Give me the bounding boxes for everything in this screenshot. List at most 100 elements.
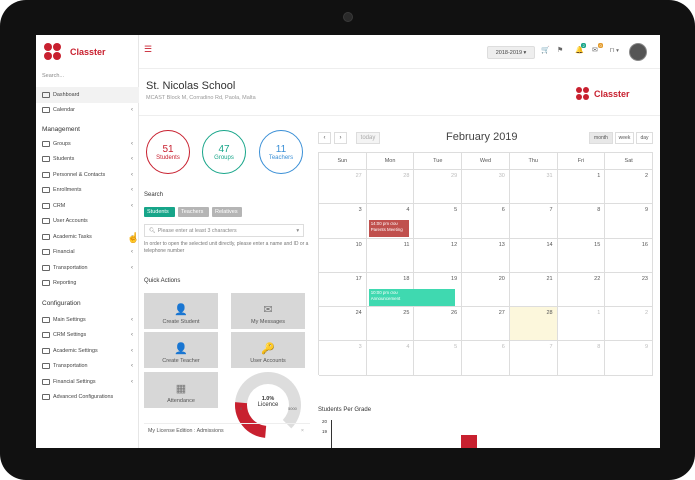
calendar-day[interactable]: 11 <box>366 238 415 273</box>
calendar-day[interactable]: 24 <box>319 307 367 342</box>
calendar-day[interactable]: 2 <box>605 307 653 342</box>
calendar-day[interactable]: 28 <box>509 307 558 342</box>
calendar-day[interactable]: 25 <box>366 307 415 342</box>
calendar-day[interactable]: 15 <box>557 238 606 273</box>
quick-action-user-accounts[interactable]: 🔑 User Accounts <box>231 332 305 368</box>
calendar-today-button[interactable]: today <box>356 132 380 144</box>
calendar-day[interactable]: 5 <box>414 204 463 239</box>
day-number: 4 <box>406 207 410 214</box>
search-tab-teachers[interactable]: Teachers <box>178 207 209 217</box>
sidebar-logo[interactable]: Classter <box>44 43 106 61</box>
sidebar-item-dashboard[interactable]: Dashboard <box>36 87 139 103</box>
sidebar-item-transportation[interactable]: Transportation ‹ <box>36 260 139 276</box>
calendar-day[interactable]: 13 <box>462 238 510 273</box>
sidebar-item-crm-settings[interactable]: CRM Settings ‹ <box>36 328 139 344</box>
calendar-day[interactable]: 10 <box>319 238 367 273</box>
sidebar-item-calendar[interactable]: Calendar ‹ <box>36 103 139 119</box>
calendar-day[interactable]: 4 <box>366 341 415 376</box>
calendar-day[interactable]: 19 <box>414 272 463 308</box>
sidebar-item-students[interactable]: Students ‹ <box>36 152 139 168</box>
sidebar-item-groups[interactable]: Groups ‹ <box>36 136 139 152</box>
cart-icon[interactable]: 🛒 <box>541 47 550 54</box>
calendar-prev-button[interactable]: ‹ <box>318 132 331 144</box>
year-select[interactable]: 2018-2019 ▾ <box>487 46 535 59</box>
calendar-view-day[interactable]: day <box>636 132 653 144</box>
calendar-day[interactable]: 3 <box>319 341 367 376</box>
calendar-view-month[interactable]: month <box>589 132 613 144</box>
sidebar-item-enrollments[interactable]: Enrollments ‹ <box>36 183 139 199</box>
flag-icon[interactable]: ⚑ <box>557 47 564 54</box>
mail-icon[interactable]: ✉ <box>592 47 598 54</box>
sidebar-item-personnel-contacts[interactable]: Personnel & Contacts ‹ <box>36 167 139 183</box>
language-select[interactable]: ΓΙ ▾ <box>610 48 619 54</box>
calendar-day[interactable]: 30 <box>462 170 510 205</box>
sidebar-item-crm[interactable]: CRM ‹ <box>36 198 139 214</box>
calendar-day[interactable]: 26 <box>414 307 463 342</box>
menu-toggle-icon[interactable]: ☰ <box>144 44 153 54</box>
calendar-day[interactable]: 29 <box>414 170 463 205</box>
calendar-day[interactable]: 31 <box>509 170 558 205</box>
calendar-day[interactable]: 1 <box>557 307 606 342</box>
calendar-day[interactable]: 5 <box>414 341 463 376</box>
calendar-day[interactable]: 12 <box>414 238 463 273</box>
calendar-day[interactable]: 2 <box>605 170 653 205</box>
sidebar-item-main-settings[interactable]: Main Settings ‹ <box>36 312 139 328</box>
calendar-weekday-header: Sun Mon Tue Wed Thu Fri Sat <box>319 153 654 170</box>
hand-cursor-icon: ☝ <box>127 233 140 244</box>
user-avatar[interactable] <box>629 43 647 61</box>
quick-action-create-student[interactable]: 👤 Create Student <box>144 293 218 329</box>
calendar-day[interactable]: 22 <box>557 272 606 308</box>
calendar-event[interactable]: 10:00 pm σου Announcement <box>368 288 455 306</box>
calendar-next-button[interactable]: › <box>334 132 347 144</box>
calendar-day[interactable]: 17 <box>319 272 367 308</box>
day-number: 9 <box>644 344 648 351</box>
calendar-day[interactable]: 8 <box>557 204 606 239</box>
calendar-day[interactable]: 27 <box>319 170 367 205</box>
sidebar-item-academic-tasks[interactable]: Academic Tasks ‹ <box>36 229 139 245</box>
calendar-day[interactable]: 21 <box>509 272 558 308</box>
sidebar-item-reporting[interactable]: Reporting <box>36 276 139 292</box>
sidebar-item-advanced-configurations[interactable]: Advanced Configurations <box>36 390 139 406</box>
calendar-day[interactable]: 14 <box>509 238 558 273</box>
calendar-day[interactable]: 7 <box>509 341 558 376</box>
sidebar-item-user-accounts[interactable]: User Accounts <box>36 214 139 230</box>
sidebar-search[interactable]: Search... <box>42 73 65 79</box>
school-name: St. Nicolas School <box>146 80 236 92</box>
calendar-day[interactable]: 27 <box>462 307 510 342</box>
sidebar-item-financial[interactable]: Financial ‹ <box>36 245 139 261</box>
grade-chart-tick: 19 <box>322 429 328 434</box>
sidebar-item-financial-settings[interactable]: Financial Settings ‹ <box>36 374 139 390</box>
calendar-day[interactable]: 6 <box>462 341 510 376</box>
calendar-day[interactable]: 20 <box>462 272 510 308</box>
calendar-day[interactable]: 28 <box>366 170 415 205</box>
calendar-day[interactable]: 9 <box>605 341 653 376</box>
calendar-day[interactable]: 4 14:00 pm σου Parents Meeting <box>366 204 415 239</box>
quick-action-create-teacher[interactable]: 👤 Create Teacher <box>144 332 218 368</box>
calendar-day[interactable]: 3 <box>319 204 367 239</box>
sidebar-item-academic-settings[interactable]: Academic Settings ‹ <box>36 343 139 359</box>
search-combobox[interactable]: 🔍︎ Please enter at least 3 characters ▾ <box>144 224 304 237</box>
calendar-day[interactable]: 1 <box>557 170 606 205</box>
bell-icon[interactable]: 🔔 <box>575 47 584 54</box>
calendar-day[interactable]: 16 <box>605 238 653 273</box>
weekday-thu: Thu <box>509 153 558 170</box>
calendar-day[interactable]: 18 10:00 pm σου Announcement <box>366 272 455 308</box>
stat-groups[interactable]: 47 Groups <box>202 130 246 174</box>
calendar-day[interactable]: 7 <box>509 204 558 239</box>
day-number: 7 <box>549 344 553 351</box>
calendar-view-week[interactable]: week <box>615 132 634 144</box>
quick-action-my-messages[interactable]: ✉ My Messages <box>231 293 305 329</box>
quick-action-attendance[interactable]: ▦ Attendance <box>144 372 218 408</box>
calendar-day[interactable]: 9 <box>605 204 653 239</box>
sidebar-item-label: Personnel & Contacts <box>53 171 106 178</box>
calendar-day[interactable]: 8 <box>557 341 606 376</box>
search-tab-relatives[interactable]: Relatives <box>212 207 242 217</box>
calendar-event[interactable]: 14:00 pm σου Parents Meeting <box>368 220 409 238</box>
stat-students[interactable]: 51 Students <box>146 130 190 174</box>
search-tab-students[interactable]: Students <box>144 207 175 217</box>
close-icon[interactable]: × <box>300 427 304 434</box>
calendar-day[interactable]: 23 <box>605 272 653 308</box>
sidebar-item-transportation[interactable]: Transportation ‹ <box>36 359 139 375</box>
calendar-day[interactable]: 6 <box>462 204 510 239</box>
stat-teachers[interactable]: 11 Teachers <box>259 130 303 174</box>
